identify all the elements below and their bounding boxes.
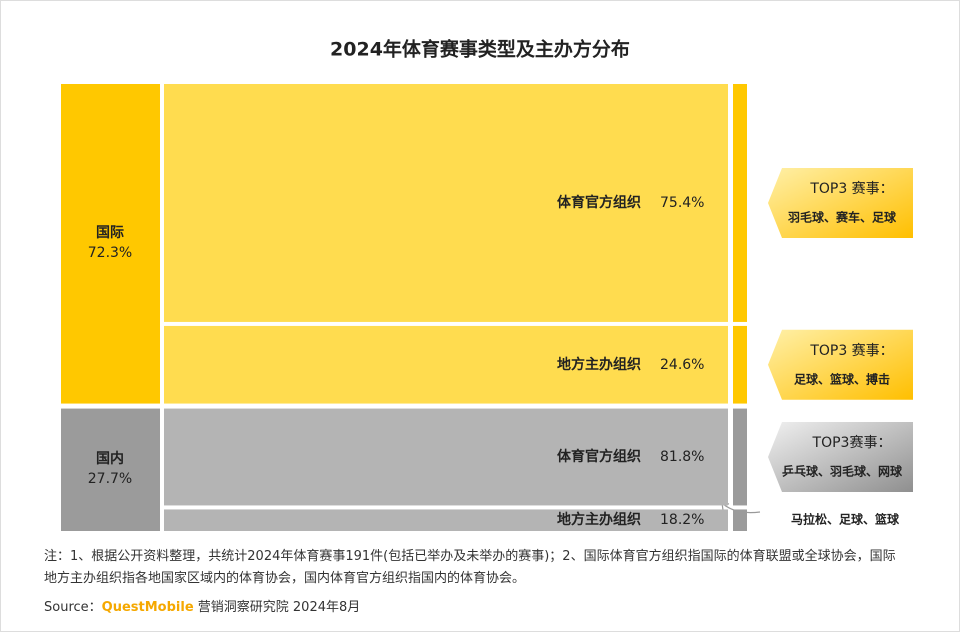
- callout: [768, 167, 913, 238]
- value-label: 24.6%: [660, 357, 704, 373]
- source-label: Source：: [44, 600, 102, 615]
- callout-text: 马拉松、足球、篮球: [791, 512, 900, 527]
- source-brand: QuestMobile: [101, 600, 194, 615]
- callout-text: 乒乓球、羽毛球、网球: [782, 464, 903, 479]
- group-label: 国际: [96, 225, 124, 241]
- series-label: 体育官方组织: [557, 194, 641, 211]
- segment: [164, 408, 728, 506]
- value-label: 75.4%: [660, 195, 704, 211]
- group-bar: [61, 84, 160, 404]
- note: 注：1、根据公开资料整理，共统计2024年体育赛事191件(包括已举办及未举办的…: [44, 549, 896, 586]
- chart-title: 2024年体育赛事类型及主办方分布: [330, 38, 630, 61]
- segment: [164, 325, 728, 404]
- group-value-label: 27.7%: [88, 471, 132, 487]
- callout-title: TOP3 赛事：: [809, 181, 893, 197]
- source-text: 营销洞察研究院 2024年8月: [197, 600, 361, 615]
- series-label: 地方主办组织: [557, 511, 641, 528]
- value-label: 81.8%: [660, 449, 704, 465]
- source: Source：QuestMobile 营销洞察研究院 2024年8月: [44, 596, 360, 615]
- callout-title: TOP3 赛事：: [809, 343, 893, 359]
- series-label: 地方主办组织: [557, 356, 641, 373]
- segment-strip: [733, 509, 747, 531]
- segment-strip: [733, 325, 747, 404]
- segment-strip: [733, 84, 747, 322]
- segment: [164, 84, 728, 322]
- series-label: 体育官方组织: [557, 448, 641, 465]
- callout-text: 足球、篮球、搏击: [794, 371, 890, 386]
- callout: [768, 422, 913, 493]
- segment-strip: [733, 408, 747, 506]
- segment: [164, 509, 728, 531]
- group-bar: [61, 408, 160, 531]
- callout-text: 羽毛球、赛车、足球: [788, 209, 897, 224]
- value-label: 18.2%: [660, 512, 704, 528]
- callout: [768, 329, 913, 400]
- callout-title: TOP3赛事：: [812, 435, 892, 451]
- group-label: 国内: [96, 450, 124, 467]
- group-value-label: 72.3%: [88, 245, 132, 261]
